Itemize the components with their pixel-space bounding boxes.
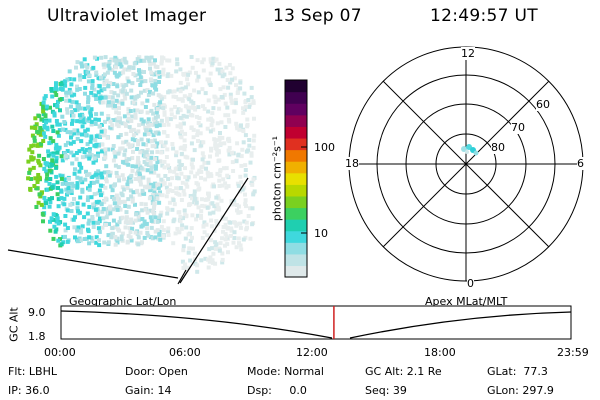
timeline-ytick-max: 9.0 (28, 306, 46, 319)
colorbar-segment (285, 126, 307, 139)
colorbar-unit-label: photon cm⁻²s⁻¹ (270, 135, 284, 222)
status-flt: Flt: LBHL (8, 365, 57, 378)
instrument-title: Ultraviolet Imager (47, 6, 207, 26)
auroral-image (7, 55, 257, 285)
timeline-frame (60, 305, 572, 340)
status-ip: IP: 36.0 (8, 384, 50, 397)
colorbar-segment (285, 172, 307, 185)
timeline-axis-name: GC Alt (7, 307, 21, 342)
mlt-label-0: 0 (467, 277, 474, 290)
mlt-label-18: 18 (345, 157, 359, 170)
status-door: Door: Open (125, 365, 188, 378)
colorbar-tick-10: 10 (314, 227, 328, 240)
timeline-xtick-0000: 00:00 (44, 346, 76, 359)
colorbar-segment (285, 265, 307, 278)
date-label: 13 Sep 07 (273, 6, 362, 26)
timeline-xtick-0600: 06:00 (169, 346, 201, 359)
status-gain: Gain: 14 (125, 384, 172, 397)
colorbar-segment (285, 161, 307, 174)
timeline-xtick-1800: 18:00 (424, 346, 456, 359)
colorbar-segment (285, 137, 307, 151)
colorbar-segment (285, 80, 307, 93)
mlt-label-6: 6 (577, 157, 584, 170)
status-glat: GLat: 77.3 (487, 365, 548, 378)
time-label: 12:49:57 UT (430, 6, 538, 26)
colorbar-segment (285, 253, 307, 267)
timeline-ytick-min: 1.8 (28, 330, 46, 343)
colorbar-segment (285, 149, 307, 162)
status-mode: Mode: Normal (247, 365, 324, 378)
timeline-right-title: Apex MLat/MLT (425, 295, 508, 308)
colorbar-segment (285, 230, 307, 243)
disk-limb-line (179, 177, 249, 284)
colorbar-segment (285, 91, 307, 104)
timeline-left-title: Geographic Lat/Lon (69, 295, 177, 308)
colorbar-segment (285, 219, 307, 232)
mlt-label-12: 12 (461, 47, 475, 60)
timeline-xtick-2359: 23:59 (557, 346, 589, 359)
colorbar-segment (285, 207, 307, 220)
colorbar-segment (285, 114, 307, 127)
polar-plot (348, 46, 584, 282)
colorbar-segment (285, 103, 307, 116)
colorbar-segment (285, 195, 307, 209)
timeline-xtick-1200: 12:00 (296, 346, 328, 359)
lat-label-60: 60 (536, 98, 550, 111)
lat-label-80: 80 (491, 141, 505, 154)
colorbar-tick-100: 100 (314, 141, 335, 154)
status-seq: Seq: 39 (365, 384, 407, 397)
status-glon: GLon: 297.9 (487, 384, 554, 397)
colorbar-segment (285, 184, 307, 197)
polar-emission-patch (461, 144, 479, 156)
lat-label-70: 70 (511, 121, 525, 134)
colorbar-segment (285, 242, 307, 255)
altitude-timeline (60, 305, 572, 340)
auroral-emission-pixels (26, 55, 257, 274)
colorbar (284, 79, 308, 278)
terminator-line (7, 249, 179, 279)
altitude-curve (60, 310, 572, 339)
status-dsp: Dsp: 0.0 (247, 384, 307, 397)
status-gc-alt: GC Alt: 2.1 Re (365, 365, 442, 378)
